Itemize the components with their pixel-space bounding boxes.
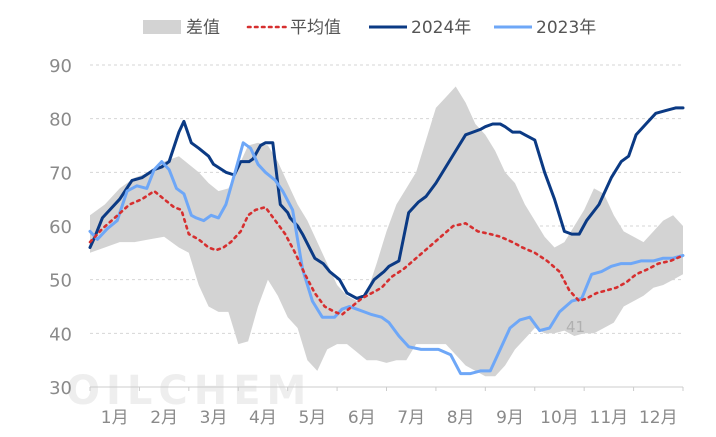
watermark-text: OILCHEM <box>66 368 312 414</box>
series-line-y2023 <box>88 141 685 376</box>
x-tick-label-3: 3月 <box>200 408 228 428</box>
legend-label-band: 差值 <box>186 18 220 38</box>
y-tick-label-60: 60 <box>49 217 72 238</box>
y-tick-label-70: 70 <box>49 163 72 184</box>
x-tick-label-5: 5月 <box>298 408 326 428</box>
x-tick-label-2: 2月 <box>150 408 178 428</box>
axis-layer: 30 40 50 60 70 80 90 1月 2月 3月 4月 5月 6月 7月 8月 9月 10月 11月 12… <box>49 56 684 428</box>
y-tick-label-80: 80 <box>49 110 72 131</box>
y-tick-label-30: 30 <box>49 378 72 399</box>
x-tick-label-10: 10月 <box>540 408 579 428</box>
band-layer <box>90 86 683 377</box>
legend-label-2023: 2023年 <box>536 18 596 38</box>
annotation-label: 41 <box>566 318 585 336</box>
x-tick-label-1: 1月 <box>101 408 129 428</box>
legend: 差值 平均值 2024年 2023年 <box>143 18 596 38</box>
x-tick-label-7: 7月 <box>397 408 425 428</box>
band-area <box>90 86 683 377</box>
y-tick-label-50: 50 <box>49 271 72 292</box>
legend-label-2024: 2024年 <box>411 18 471 38</box>
legend-swatch-band <box>143 20 181 34</box>
y-tick-label-40: 40 <box>49 324 72 345</box>
x-tick-label-12: 12月 <box>639 408 678 428</box>
series-layer <box>88 106 685 376</box>
annotation-layer: 41 <box>566 318 585 336</box>
watermark-layer: OILCHEM <box>66 368 312 414</box>
x-tick-label-4: 4月 <box>249 408 277 428</box>
x-tick-label-9: 9月 <box>496 408 524 428</box>
x-tick-label-6: 6月 <box>348 408 376 428</box>
y-tick-label-90: 90 <box>49 56 72 77</box>
legend-label-avg: 平均值 <box>290 18 341 38</box>
series-line-y2024 <box>88 106 685 300</box>
x-tick-label-8: 8月 <box>447 408 475 428</box>
x-tick-label-11: 11月 <box>590 408 629 428</box>
series-line-avg <box>88 189 685 316</box>
